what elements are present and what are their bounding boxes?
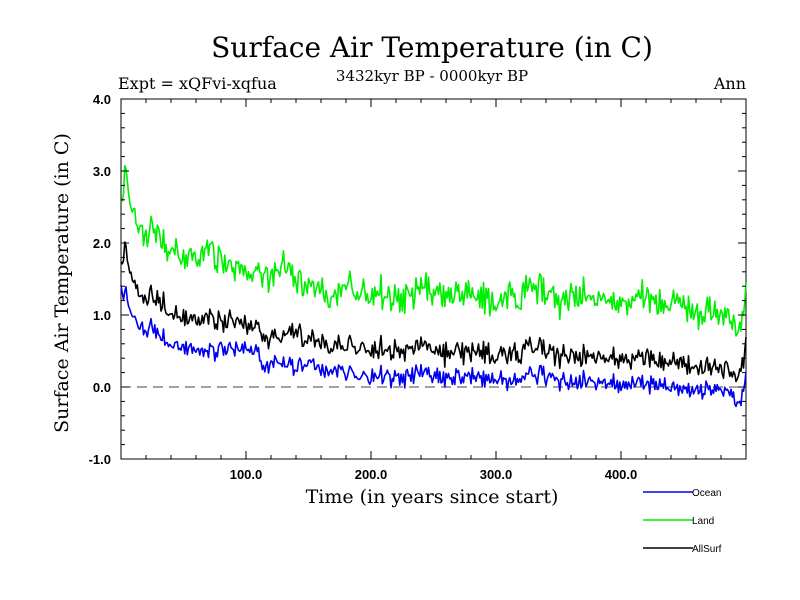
legend-label-allsurf: AllSurf bbox=[692, 544, 722, 555]
series-line-ocean bbox=[120, 285, 747, 408]
y-axis-label: Surface Air Temperature (in C) bbox=[51, 133, 73, 433]
legend: Ocean Land AllSurf bbox=[643, 488, 722, 555]
y-tick-label: 0.0 bbox=[93, 380, 111, 395]
series-line-land bbox=[120, 164, 747, 337]
x-axis-label: Time (in years since start) bbox=[306, 486, 559, 508]
ticks-layer bbox=[121, 98, 746, 460]
x-tick-label: 100.0 bbox=[230, 467, 263, 482]
y-tick-label: 3.0 bbox=[93, 164, 111, 179]
experiment-label: Expt = xQFvi-xqfua bbox=[118, 74, 277, 93]
y-tick-label: -1.0 bbox=[89, 452, 111, 467]
legend-label-ocean: Ocean bbox=[692, 488, 721, 499]
plot-frame bbox=[120, 98, 747, 460]
y-tick-label: 2.0 bbox=[93, 236, 111, 251]
legend-label-land: Land bbox=[692, 516, 714, 527]
x-tick-label: 200.0 bbox=[355, 467, 388, 482]
y-tick-label: 1.0 bbox=[93, 308, 111, 323]
x-tick-label: 400.0 bbox=[605, 467, 638, 482]
series-line-allsurf bbox=[120, 241, 747, 383]
chart-title: Surface Air Temperature (in C) bbox=[211, 31, 653, 64]
tick-labels-layer: -1.0 0.0 1.0 2.0 3.0 4.0 100.0 200.0 300.0 400.0 bbox=[89, 92, 638, 482]
y-tick-label: 4.0 bbox=[93, 92, 111, 107]
series-layer bbox=[120, 164, 747, 408]
time-range-label: 3432kyr BP - 0000kyr BP bbox=[336, 67, 528, 85]
x-tick-label: 300.0 bbox=[480, 467, 513, 482]
season-label: Ann bbox=[713, 74, 746, 93]
